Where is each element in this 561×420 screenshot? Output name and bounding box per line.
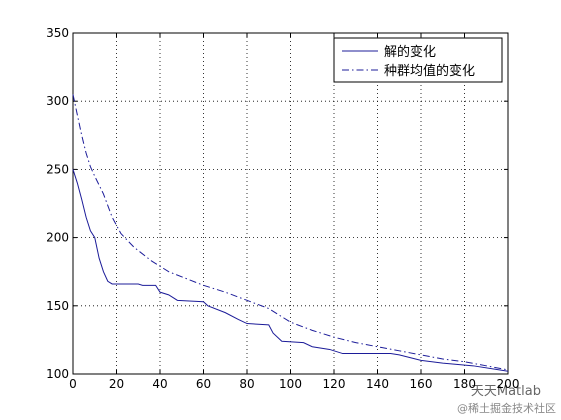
x-tick-label: 160: [410, 377, 433, 391]
series-line: [72, 94, 509, 371]
y-tick-label: 300: [46, 94, 69, 108]
x-tick-label: 40: [152, 377, 167, 391]
legend-label: 解的变化: [384, 44, 436, 60]
plot-area: [73, 33, 508, 374]
watermark: 天天Matlab: [471, 384, 541, 399]
x-tick-label: 60: [196, 377, 211, 391]
x-tick-label: 80: [239, 377, 254, 391]
axes-box: [72, 32, 509, 375]
y-tick-label: 100: [46, 367, 69, 381]
legend-label: 种群均值的变化: [384, 63, 475, 79]
x-tick-label: 140: [366, 377, 389, 391]
x-tick-label: 200: [497, 377, 520, 391]
x-tick-label: 20: [109, 377, 124, 391]
x-tick-label: 180: [453, 377, 476, 391]
x-tick-label: 120: [323, 377, 346, 391]
legend-box: [333, 37, 503, 83]
y-tick-label: 250: [46, 162, 69, 176]
y-tick-label: 200: [46, 231, 69, 245]
x-tick-label: 0: [69, 377, 77, 391]
x-tick-label: 100: [279, 377, 302, 391]
watermark: @稀土掘金技术社区: [457, 401, 556, 415]
y-tick-label: 150: [46, 299, 69, 313]
y-tick-label: 350: [46, 26, 69, 40]
series-line: [72, 169, 509, 372]
